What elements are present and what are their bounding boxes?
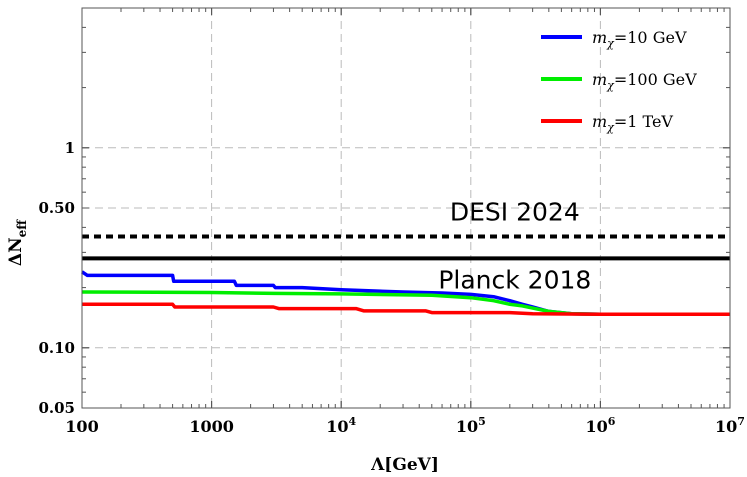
grid-lines	[82, 8, 730, 408]
data-series	[81, 270, 730, 317]
x-tick-label-exponent: 7	[737, 415, 745, 428]
reference-lines	[82, 234, 730, 261]
y-axis-label: ΔNeff	[6, 219, 29, 266]
legend-label-subscript: χ	[606, 121, 615, 134]
legend-label: mχ=10 GeV	[592, 28, 687, 50]
series-line	[82, 302, 730, 317]
legend-label: mχ=1 TeV	[592, 112, 673, 134]
reference-labels: DESI 2024 Planck 2018	[438, 198, 591, 295]
x-tick-label-base: 1000	[189, 417, 234, 436]
y-tick-label: 1	[65, 139, 75, 157]
x-tick-label-base: 10	[715, 417, 737, 436]
reference-label: Planck 2018	[438, 265, 591, 294]
legend-label-symbol: m	[592, 28, 607, 47]
y-tick-label: 0.05	[38, 399, 75, 417]
y-axis-ticks: 0.05 0.10 0.50 1	[38, 139, 75, 417]
legend-label-value: =100 GeV	[614, 70, 697, 89]
legend-label-value: =10 GeV	[614, 28, 687, 47]
x-tick-label-exponent: 5	[478, 415, 486, 428]
x-tick-label-exponent: 6	[608, 415, 616, 428]
x-tick-label: 106	[585, 415, 615, 436]
y-axis-label-sub: eff	[15, 219, 29, 238]
legend-label-value: =1 TeV	[614, 112, 674, 131]
x-axis-label: Λ[GeV]	[370, 455, 439, 475]
y-axis-label-main: ΔN	[6, 237, 26, 266]
x-tick-label: 105	[456, 415, 486, 436]
x-tick-label-base: 10	[326, 417, 348, 436]
x-axis-ticks: 100 1000 104 105 106 107	[65, 415, 745, 436]
x-tick-label: 107	[715, 415, 745, 436]
y-tick-label: 0.50	[38, 199, 75, 217]
x-tick-label-base: 10	[456, 417, 478, 436]
minor-ticks	[81, 7, 731, 409]
x-tick-label: 104	[326, 415, 356, 436]
legend-label-symbol: m	[592, 112, 607, 131]
legend-label-symbol: m	[592, 70, 607, 89]
legend-label-subscript: χ	[606, 37, 615, 50]
x-tick-label-base: 100	[65, 417, 98, 436]
x-tick-label-base: 10	[585, 417, 607, 436]
x-tick-label: 1000	[189, 417, 234, 436]
x-tick-label: 100	[65, 417, 98, 436]
reference-label: DESI 2024	[450, 198, 580, 227]
legend-label-subscript: χ	[606, 79, 615, 92]
y-tick-label: 0.10	[38, 339, 75, 357]
legend-label: mχ=100 GeV	[592, 70, 697, 92]
x-tick-label-exponent: 4	[349, 415, 357, 428]
